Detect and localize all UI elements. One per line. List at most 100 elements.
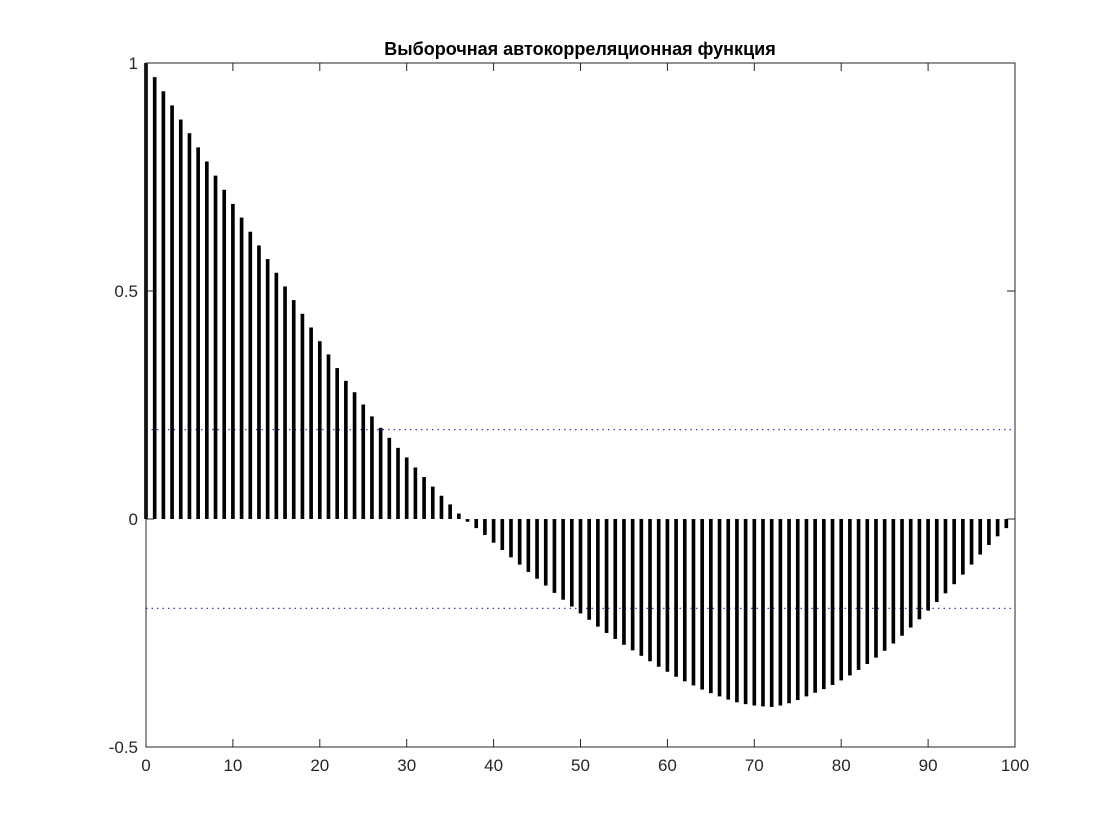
acf-bar xyxy=(439,495,444,519)
acf-bar xyxy=(535,519,539,579)
acf-bar xyxy=(378,427,383,519)
x-axis-ticks: 0 10 20 30 40 50 60 70 80 90 100 xyxy=(141,63,1029,775)
acf-bar xyxy=(813,519,817,693)
acf-bar xyxy=(430,486,435,519)
acf-bar xyxy=(830,519,835,685)
acf-bar xyxy=(205,161,209,519)
acf-bar xyxy=(943,519,948,594)
acf-bar xyxy=(257,245,261,519)
acf-bar xyxy=(491,519,496,543)
plot-area xyxy=(146,63,1015,747)
y-tick-label: 0.5 xyxy=(114,282,138,301)
acf-bar xyxy=(213,175,218,519)
acf-bar xyxy=(726,519,731,700)
acf-bar xyxy=(735,519,739,703)
acf-bar xyxy=(361,404,366,519)
acf-bar xyxy=(396,447,400,519)
acf-bar xyxy=(335,368,340,519)
acf-bar xyxy=(839,519,844,681)
acf-bar xyxy=(483,519,487,535)
acf-bar xyxy=(344,380,348,519)
acf-bar xyxy=(543,519,548,586)
acf-bar xyxy=(700,519,704,690)
acf-bar xyxy=(283,286,287,519)
acf-bar xyxy=(778,519,783,706)
acf-bar xyxy=(795,519,800,701)
acf-bar xyxy=(691,519,696,686)
acf-bar xyxy=(952,519,956,585)
acf-bar xyxy=(604,519,609,633)
acf-bar xyxy=(934,519,939,602)
x-tick-label: 0 xyxy=(141,756,150,775)
chart-title: Выборочная автокорреляционная функция xyxy=(384,39,775,59)
acf-bar xyxy=(717,519,722,697)
acf-bar xyxy=(587,519,592,620)
acf-bar xyxy=(569,519,574,607)
x-tick-label: 40 xyxy=(484,756,503,775)
acf-bar xyxy=(622,519,626,645)
acf-bar xyxy=(309,327,313,519)
acf-bar xyxy=(761,519,765,707)
x-tick-label: 90 xyxy=(919,756,938,775)
x-tick-label: 30 xyxy=(397,756,416,775)
acf-bar xyxy=(404,457,409,519)
acf-bar xyxy=(639,519,644,656)
acf-bar xyxy=(265,259,270,519)
acf-bar xyxy=(987,519,991,545)
acf-bar xyxy=(961,519,965,575)
acf-bar xyxy=(908,519,913,628)
acf-bar xyxy=(352,392,357,519)
acf-bar xyxy=(317,341,322,519)
y-tick-label: -0.5 xyxy=(109,738,138,757)
acf-bar xyxy=(995,519,1000,537)
acf-bar xyxy=(526,519,531,572)
acf-bar xyxy=(787,519,791,704)
acf-bar xyxy=(848,519,852,676)
x-tick-label: 10 xyxy=(223,756,242,775)
x-tick-label: 100 xyxy=(1001,756,1029,775)
acf-bar xyxy=(1004,519,1009,529)
acf-bar xyxy=(656,519,661,667)
acf-bar xyxy=(422,477,426,519)
acf-bar xyxy=(552,519,557,593)
acf-bar xyxy=(900,519,904,636)
acf-bar xyxy=(682,519,687,682)
acf-bar xyxy=(613,519,618,639)
acf-bar xyxy=(926,519,930,611)
acf-bar xyxy=(882,519,887,651)
acf-bar xyxy=(500,519,505,551)
y-tick-label: 0 xyxy=(129,510,138,529)
acf-bar xyxy=(474,519,479,529)
acf-bar xyxy=(291,300,296,519)
acf-bar xyxy=(517,519,522,565)
acf-bar xyxy=(769,519,774,707)
acf-bar xyxy=(239,217,244,520)
acf-bar xyxy=(596,519,600,627)
acf-bar xyxy=(709,519,713,694)
acf-bar xyxy=(248,231,253,519)
acf-bar xyxy=(300,313,305,519)
acf-bar xyxy=(752,519,757,706)
acf-stems xyxy=(144,63,1009,707)
y-tick-label: 1 xyxy=(129,54,138,73)
acf-bar xyxy=(370,416,374,519)
acf-bar xyxy=(222,189,227,519)
y-axis-ticks: -0.5 0 0.5 1 xyxy=(109,54,1015,757)
acf-bar xyxy=(457,513,461,519)
acf-bar xyxy=(578,519,583,614)
acf-bar xyxy=(917,519,922,620)
acf-bar xyxy=(231,203,235,520)
acf-bar xyxy=(387,437,392,519)
acf-bar xyxy=(196,147,200,520)
acf-bar xyxy=(465,519,470,522)
plot-background xyxy=(146,63,1015,747)
acf-bar xyxy=(969,519,974,565)
x-tick-label: 50 xyxy=(571,756,590,775)
x-tick-label: 70 xyxy=(745,756,764,775)
x-tick-label: 60 xyxy=(658,756,677,775)
acf-bar xyxy=(178,119,183,519)
acf-bar xyxy=(648,519,652,662)
acf-bar xyxy=(891,519,896,644)
